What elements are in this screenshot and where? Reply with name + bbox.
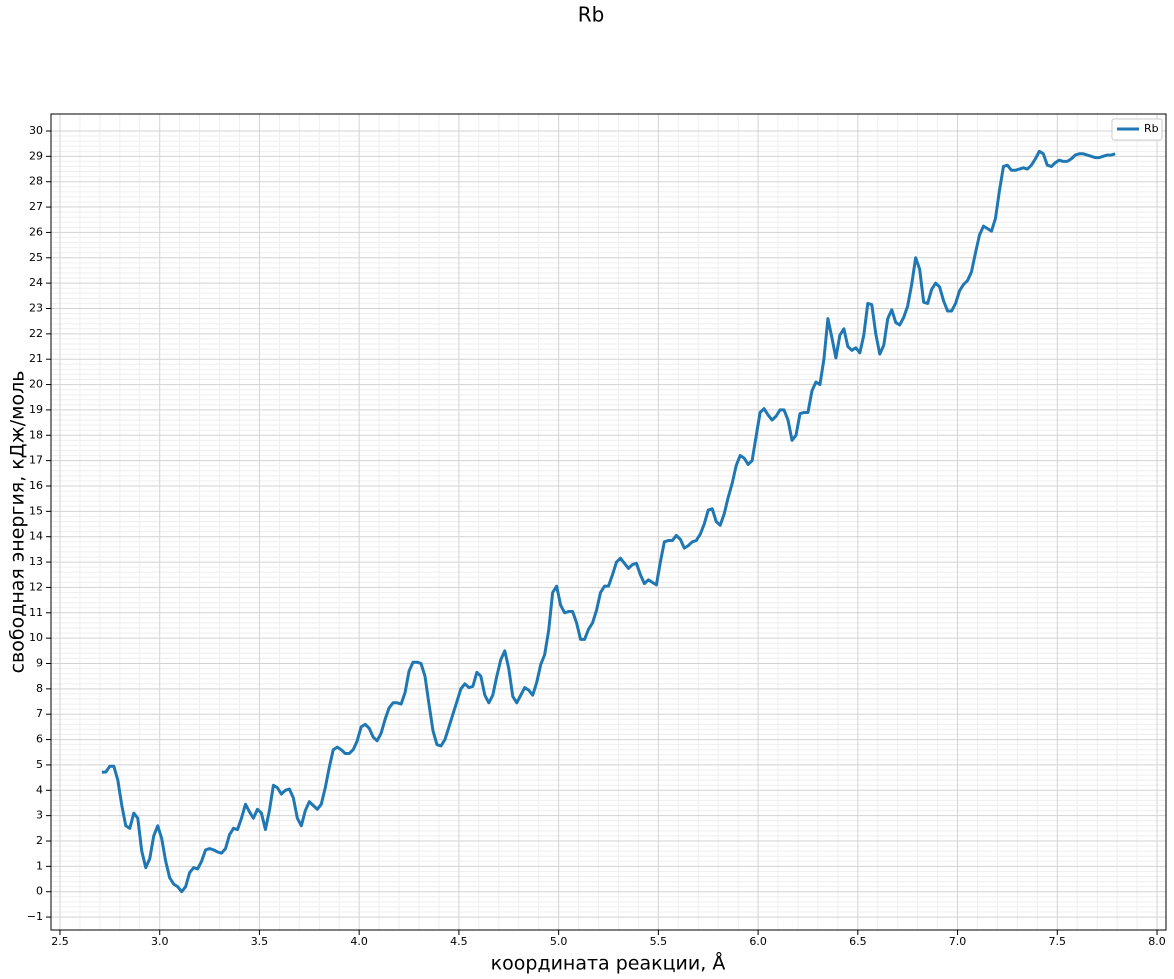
y-tick-label: 0 <box>36 885 43 898</box>
y-tick-label: 3 <box>36 809 43 822</box>
y-tick-label: 29 <box>29 149 43 162</box>
y-tick-label: 8 <box>36 682 43 695</box>
y-tick-label: 7 <box>36 707 43 720</box>
y-tick-label: 1 <box>36 859 43 872</box>
y-tick-label: 11 <box>29 606 43 619</box>
y-tick-label: 5 <box>36 758 43 771</box>
x-tick-label: 7.0 <box>949 935 967 948</box>
y-axis-label: свободная энергия, кДж/моль <box>7 371 29 674</box>
y-tick-label: −1 <box>27 910 43 923</box>
plot-frame <box>50 113 1167 931</box>
y-tick-label: 24 <box>29 276 43 289</box>
y-tick-label: 28 <box>29 175 43 188</box>
y-tick-label: 10 <box>29 631 43 644</box>
y-tick-label: 4 <box>36 783 43 796</box>
y-tick-label: 27 <box>29 200 43 213</box>
y-tick-label: 17 <box>29 454 43 467</box>
y-tick-label: 6 <box>36 733 43 746</box>
y-tick-label: 16 <box>29 479 43 492</box>
y-tick-label: 19 <box>29 403 43 416</box>
x-tick-label: 4.0 <box>350 935 368 948</box>
x-tick-label: 5.5 <box>650 935 668 948</box>
y-tick-label: 14 <box>29 530 43 543</box>
chart-title: Rb <box>578 3 605 27</box>
x-tick-label: 3.0 <box>151 935 169 948</box>
y-tick-label: 13 <box>29 555 43 568</box>
y-tick-label: 22 <box>29 327 43 340</box>
x-tick-label: 3.5 <box>251 935 269 948</box>
x-tick-label: 5.0 <box>550 935 568 948</box>
y-tick-label: 30 <box>29 124 43 137</box>
y-tick-label: 25 <box>29 251 43 264</box>
y-tick-label: 21 <box>29 352 43 365</box>
y-tick-label: 20 <box>29 378 43 391</box>
x-tick-label: 4.5 <box>450 935 468 948</box>
x-tick-label: 8.0 <box>1148 935 1166 948</box>
y-tick-label: 23 <box>29 301 43 314</box>
y-tick-label: 12 <box>29 580 43 593</box>
x-tick-label: 6.0 <box>749 935 767 948</box>
line-series <box>101 149 1116 894</box>
x-tick-label: 7.5 <box>1049 935 1067 948</box>
legend-label: Rb <box>1144 122 1159 135</box>
y-tick-label: 9 <box>36 656 43 669</box>
y-tick-label: 2 <box>36 834 43 847</box>
y-tick-label: 18 <box>29 428 43 441</box>
y-tick-label: 26 <box>29 225 43 238</box>
x-tick-label: 2.5 <box>51 935 69 948</box>
x-axis-label: координата реакции, Å <box>491 952 726 975</box>
x-tick-label: 6.5 <box>849 935 867 948</box>
y-tick-label: 15 <box>29 504 43 517</box>
